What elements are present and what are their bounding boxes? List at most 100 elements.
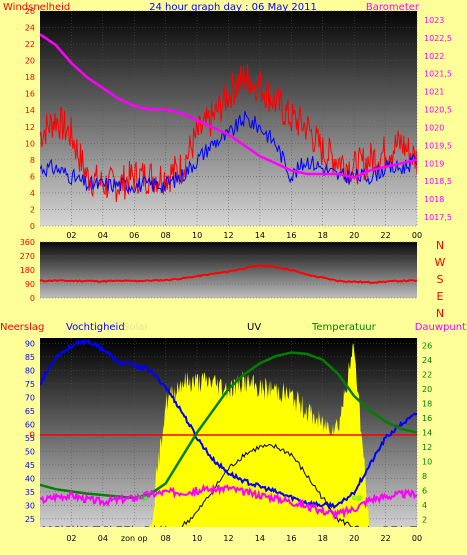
humidity-x-tick-label: 16 (286, 534, 296, 543)
wind-tick-label: 0 (30, 222, 35, 231)
humidity-tick-label: 45 (25, 461, 35, 470)
legend-temperatuur: Temperatuur (311, 322, 377, 333)
direction-tick-label: 0 (30, 294, 35, 303)
uv-line (42, 443, 417, 527)
humidity-tick-label: 50 (25, 447, 35, 456)
wind-tick-label: 6 (30, 172, 35, 181)
legend-neerslag: Neerslag (0, 322, 44, 333)
wind-speed-line (40, 64, 417, 203)
humidity-x-tick-label: 22 (380, 534, 390, 543)
header-title: 24 hour graph day : 06 May 2011 (149, 2, 317, 13)
humidity-tick-label: 40 (25, 474, 35, 483)
direction-tick-label: 360 (20, 238, 35, 247)
temperature-tick-label: 8 (422, 472, 427, 481)
humidity-x-tick-label: 20 (349, 534, 359, 543)
barometer-line (40, 33, 417, 179)
temperature-tick-label: 12 (422, 443, 432, 452)
humidity-x-tick-label: 02 (66, 534, 76, 543)
legend-solar: Solar (123, 322, 149, 333)
legend-uv: UV (247, 322, 261, 333)
tick-labels: 024681012141618202224261017,510181018,51… (20, 7, 452, 543)
wind-tick-label: 14 (25, 106, 35, 115)
barometer-tick-label: 1019,5 (424, 141, 452, 150)
wind-x-tick-label: 04 (98, 231, 108, 240)
temperature-tick-label: 18 (422, 399, 432, 408)
header-left-label: Windsnelheid (3, 2, 70, 13)
wind-tick-label: 18 (25, 73, 35, 82)
humidity-x-tick-label: 18 (318, 534, 328, 543)
wind-tick-label: 12 (25, 123, 35, 132)
wind-x-tick-label: 02 (66, 231, 76, 240)
compass-label: N (436, 239, 444, 252)
wind-lines-layer (40, 33, 417, 203)
barometer-tick-label: 1018,5 (424, 177, 452, 186)
humidity-tick-label: 75 (25, 380, 35, 389)
temperature-tick-label: 24 (422, 356, 432, 365)
temperature-tick-label: 26 (422, 341, 432, 350)
wind-tick-label: 16 (25, 90, 35, 99)
wind-x-tick-label: 10 (192, 231, 202, 240)
humidity-tick-label: 30 (25, 501, 35, 510)
humidity-line (40, 338, 417, 510)
panel-direction-background (40, 242, 417, 298)
humidity-x-tick-label: 14 (255, 534, 265, 543)
barometer-tick-label: 1018 (424, 195, 444, 204)
barometer-tick-label: 1020 (424, 123, 444, 132)
barometer-tick-label: 1023 (424, 16, 444, 25)
direction-tick-label: 270 (20, 252, 35, 261)
temperature-tick-label: 2 (422, 516, 427, 525)
wind-x-tick-label: 00 (412, 231, 422, 240)
temperature-tick-label: 20 (422, 385, 432, 394)
annotation-op-1: op (138, 493, 148, 502)
temperature-tick-label: 22 (422, 370, 432, 379)
compass-label: N (436, 307, 444, 320)
wind-tick-label: 20 (25, 57, 35, 66)
humidity-tick-label: 25 (25, 515, 35, 524)
wind-tick-label: 10 (25, 139, 35, 148)
compass-label: W (435, 256, 446, 269)
wind-tick-label: 2 (30, 205, 35, 214)
humidity-lines-layer (40, 338, 417, 527)
wind-tick-label: 26 (25, 7, 35, 16)
temperature-tick-label: 6 (422, 487, 427, 496)
temperature-tick-label: 10 (422, 458, 432, 467)
wind-x-tick-label: 18 (318, 231, 328, 240)
humidity-tick-label: 55 (25, 434, 35, 443)
barometer-tick-label: 1022 (424, 52, 444, 61)
wind-x-tick-label: 20 (349, 231, 359, 240)
direction-tick-label: 180 (20, 266, 35, 275)
temperature-tick-label: 4 (422, 501, 427, 510)
barometer-tick-label: 1021,5 (424, 70, 452, 79)
wind-tick-label: 4 (30, 189, 35, 198)
barometer-tick-label: 1019 (424, 159, 444, 168)
humidity-x-tick-label: 08 (161, 534, 171, 543)
barometer-tick-label: 1021 (424, 88, 444, 97)
wind-tick-label: 24 (25, 24, 35, 33)
humidity-tick-label: 90 (25, 339, 35, 348)
humidity-x-tick-label: 04 (98, 534, 108, 543)
temperature-tick-label: 16 (422, 414, 432, 423)
humidity-tick-label: 80 (25, 366, 35, 375)
humidity-tick-label: 70 (25, 393, 35, 402)
barometer-tick-label: 1022,5 (424, 34, 452, 43)
zero-line-label: 0 (29, 431, 35, 441)
annotation-op-2: op (352, 493, 362, 502)
legend-vochtigheid: Vochtigheid (66, 322, 125, 333)
humidity-x-tick-label: 10 (192, 534, 202, 543)
humidity-x-tick-label: 12 (223, 534, 233, 543)
wind-x-tick-label: 22 (380, 231, 390, 240)
wind-tick-label: 8 (30, 156, 35, 165)
direction-tick-label: 90 (25, 280, 35, 289)
wind-tick-label: 22 (25, 40, 35, 49)
humidity-tick-label: 85 (25, 353, 35, 362)
humidity-x-tick-label: 00 (412, 534, 422, 543)
temperature-line (40, 351, 417, 500)
wind-x-tick-label: 16 (286, 231, 296, 240)
compass-label: E (437, 290, 444, 303)
wind-x-tick-label: 14 (255, 231, 265, 240)
humidity-tick-label: 35 (25, 488, 35, 497)
dewpoint-line (40, 483, 417, 521)
wind-x-tick-label: 06 (129, 231, 139, 240)
legend-dauwpunt: Dauwpunt (415, 322, 466, 333)
